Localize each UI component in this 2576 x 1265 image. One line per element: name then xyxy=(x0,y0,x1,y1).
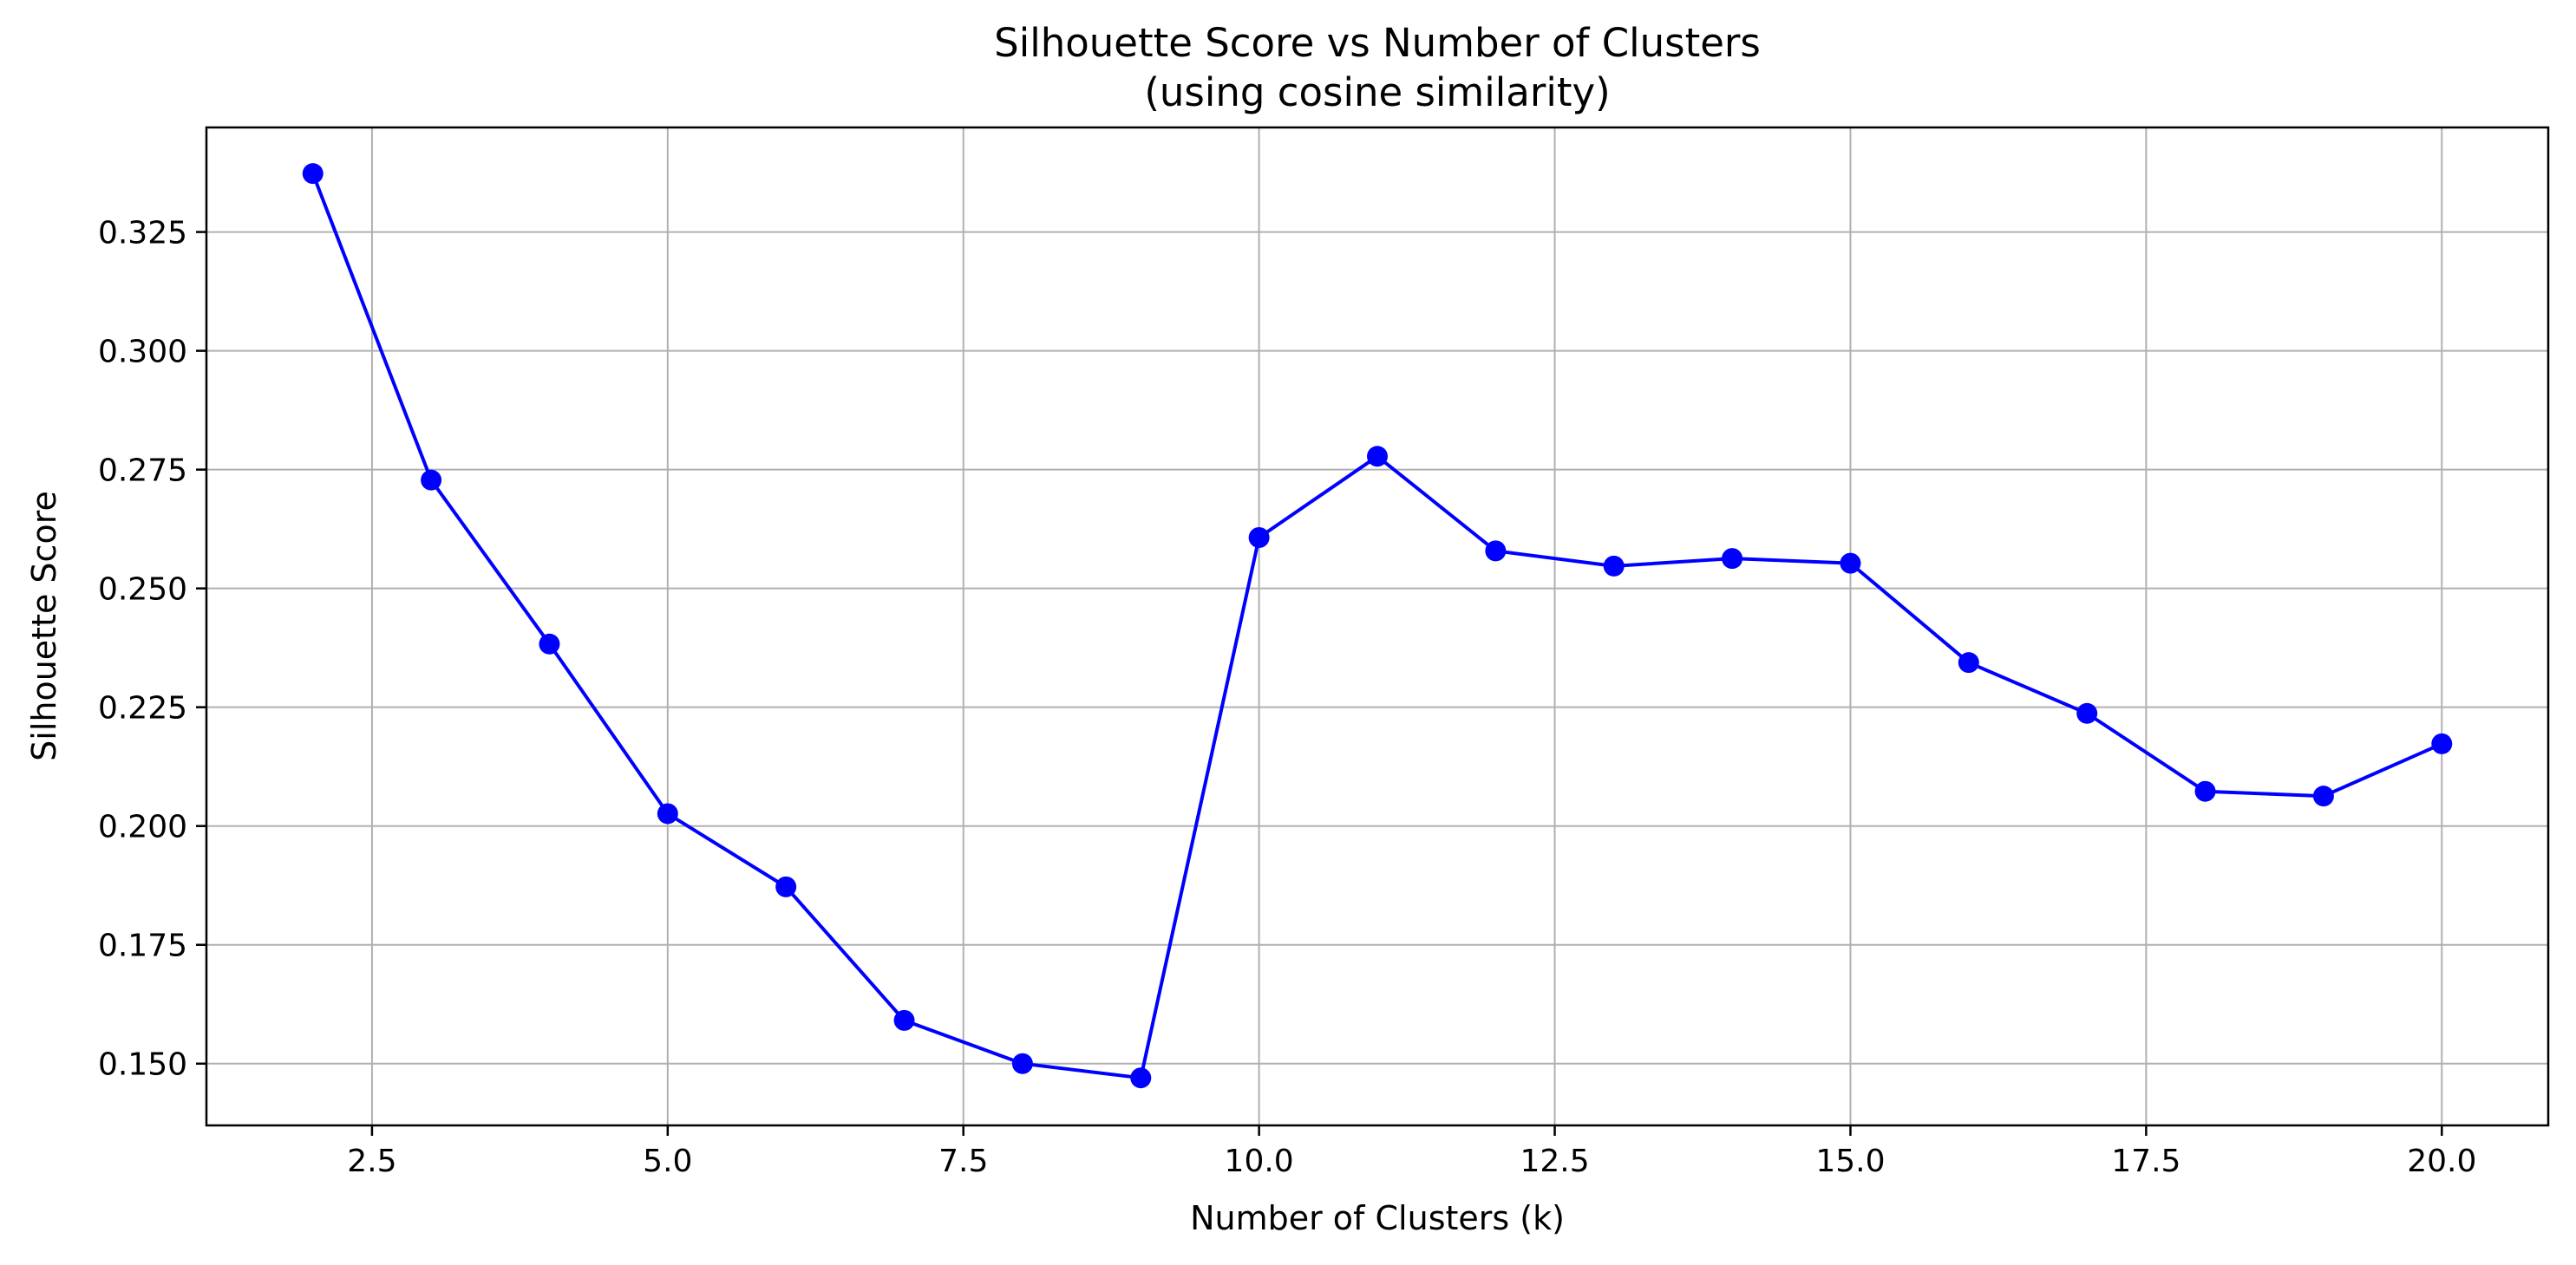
data-point xyxy=(1603,555,1625,577)
x-tick-label: 7.5 xyxy=(938,1144,988,1179)
data-point xyxy=(1958,652,1979,674)
x-tick-label: 5.0 xyxy=(643,1144,692,1179)
data-point xyxy=(1248,527,1270,549)
data-point xyxy=(2312,786,2334,807)
x-tick-label: 10.0 xyxy=(1225,1144,1294,1179)
data-points xyxy=(302,163,2453,1089)
y-axis-label: Silhouette Score xyxy=(25,491,63,761)
data-point xyxy=(1130,1067,1152,1089)
y-tick-label: 0.150 xyxy=(98,1047,187,1083)
x-axis-ticks: 2.5 5.0 7.5 10.0 12.5 15.0 17.5 20.0 xyxy=(347,1125,2476,1179)
x-axis-label: Number of Clusters (k) xyxy=(1190,1199,1565,1237)
x-tick-label: 12.5 xyxy=(1520,1144,1589,1179)
y-tick-label: 0.275 xyxy=(98,453,187,489)
x-tick-label: 17.5 xyxy=(2111,1144,2180,1179)
series-line xyxy=(311,173,2443,1080)
data-point xyxy=(302,163,324,185)
y-axis-ticks: 0.150 0.175 0.200 0.225 0.250 0.275 0.300 0.325 xyxy=(98,216,206,1083)
y-tick-label: 0.300 xyxy=(98,335,187,370)
data-point xyxy=(1485,540,1507,562)
data-point xyxy=(2076,702,2098,724)
y-tick-label: 0.225 xyxy=(98,691,187,727)
data-point xyxy=(775,876,797,897)
data-point xyxy=(657,803,678,825)
chart-subtitle: (using cosine similarity) xyxy=(1144,69,1610,115)
series-line-layer xyxy=(311,173,2443,1080)
y-tick-label: 0.200 xyxy=(98,810,187,845)
plot-frame xyxy=(205,126,2550,1127)
data-point xyxy=(1011,1053,1033,1074)
data-point xyxy=(893,1009,915,1031)
y-tick-label: 0.250 xyxy=(98,572,187,608)
data-point xyxy=(1840,552,1861,574)
data-point xyxy=(1367,446,1388,467)
data-point xyxy=(2194,780,2216,802)
x-tick-label: 20.0 xyxy=(2407,1144,2476,1179)
data-point xyxy=(421,469,442,491)
chart-title: Silhouette Score vs Number of Clusters xyxy=(994,20,1761,66)
data-point xyxy=(539,633,560,655)
y-tick-label: 0.175 xyxy=(98,929,187,964)
x-tick-label: 2.5 xyxy=(347,1144,396,1179)
data-point xyxy=(2431,733,2453,754)
data-point xyxy=(1722,548,1743,570)
x-tick-label: 15.0 xyxy=(1815,1144,1885,1179)
grid xyxy=(206,127,2548,1125)
y-tick-label: 0.325 xyxy=(98,216,187,251)
